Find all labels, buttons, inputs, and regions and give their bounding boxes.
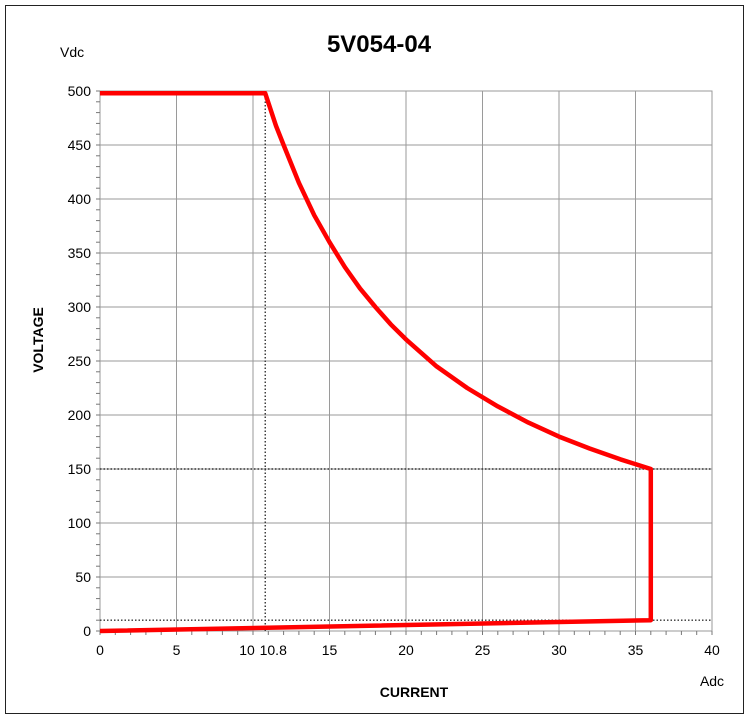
gridlines xyxy=(99,90,713,632)
y-tick-label: 50 xyxy=(75,569,91,585)
x-tick-label: 20 xyxy=(398,642,414,658)
y-unit-label: Vdc xyxy=(60,44,84,60)
y-tick-label: 150 xyxy=(68,461,92,477)
series-layer xyxy=(99,90,654,634)
y-tick-label: 300 xyxy=(68,299,92,315)
y-tick-label: 200 xyxy=(68,407,92,423)
x-tick-label: 10 xyxy=(239,642,255,658)
y-tick-label: 250 xyxy=(68,353,92,369)
y-tick-label: 450 xyxy=(68,137,92,153)
voltage-current-chart: 0 5 10 10.8 15 20 25 30 35 40 0 50 100 150 200 250 300 3… xyxy=(30,31,724,700)
x-tick-label: 5 xyxy=(173,642,181,658)
x-tick-labels: 0 5 10 10.8 15 20 25 30 35 40 xyxy=(96,642,720,658)
x-tick-label: 30 xyxy=(551,642,567,658)
x-tick-label: 0 xyxy=(96,642,104,658)
y-tick-labels: 0 50 100 150 200 250 300 350 400 450 500 xyxy=(68,83,92,639)
x-axis-title: CURRENT xyxy=(380,684,449,700)
y-axis-title: VOLTAGE xyxy=(30,307,46,373)
x-tick-label: 10.8 xyxy=(260,642,287,658)
chart-title: 5V054-04 xyxy=(327,31,432,58)
y-tick-label: 100 xyxy=(68,515,92,531)
operating-envelope-line xyxy=(99,90,654,634)
y-tick-label: 350 xyxy=(68,245,92,261)
x-unit-label: Adc xyxy=(700,673,724,689)
y-tick-label: 400 xyxy=(68,191,92,207)
x-tick-label: 15 xyxy=(322,642,338,658)
minor-ticks xyxy=(96,90,713,635)
x-tick-label: 35 xyxy=(628,642,644,658)
y-tick-label: 0 xyxy=(83,623,91,639)
y-tick-label: 500 xyxy=(68,83,92,99)
reference-lines xyxy=(100,91,712,631)
x-tick-label: 25 xyxy=(475,642,491,658)
x-tick-label: 40 xyxy=(704,642,720,658)
chart-frame: 0 5 10 10.8 15 20 25 30 35 40 0 50 100 150 200 250 300 3… xyxy=(5,5,744,714)
